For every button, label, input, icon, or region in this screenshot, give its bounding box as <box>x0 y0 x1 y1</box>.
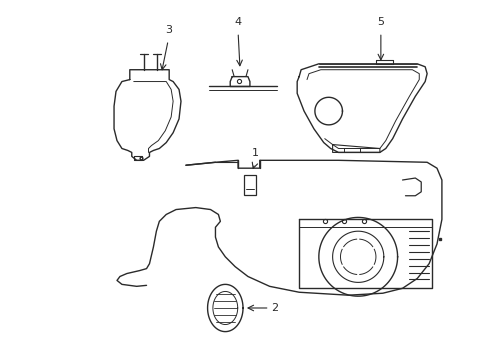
Text: 3: 3 <box>164 25 171 35</box>
Text: 2: 2 <box>271 303 278 313</box>
Text: 1: 1 <box>251 148 258 158</box>
Text: 5: 5 <box>377 18 384 27</box>
Bar <box>244 175 255 195</box>
Text: 4: 4 <box>234 18 241 27</box>
